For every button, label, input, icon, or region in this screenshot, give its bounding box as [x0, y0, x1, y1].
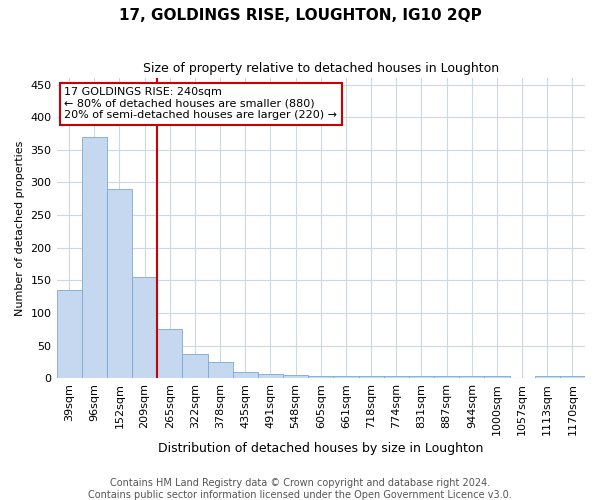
Bar [82, 137, 107, 378]
Bar [308, 376, 334, 378]
Title: Size of property relative to detached houses in Loughton: Size of property relative to detached ho… [143, 62, 499, 76]
Bar [107, 189, 132, 378]
Bar [233, 372, 258, 378]
Bar [434, 376, 459, 378]
Text: 17 GOLDINGS RISE: 240sqm
← 80% of detached houses are smaller (880)
20% of semi-: 17 GOLDINGS RISE: 240sqm ← 80% of detach… [64, 87, 337, 120]
Bar [383, 376, 409, 378]
Bar [258, 374, 283, 378]
Bar [208, 362, 233, 378]
Bar [56, 290, 82, 378]
Bar [283, 375, 308, 378]
Text: 17, GOLDINGS RISE, LOUGHTON, IG10 2QP: 17, GOLDINGS RISE, LOUGHTON, IG10 2QP [119, 8, 481, 22]
Bar [359, 376, 383, 378]
Bar [132, 277, 157, 378]
Bar [459, 376, 484, 378]
Bar [334, 376, 359, 378]
Bar [182, 354, 208, 378]
Bar [484, 376, 509, 378]
Bar [409, 376, 434, 378]
Text: Contains HM Land Registry data © Crown copyright and database right 2024.
Contai: Contains HM Land Registry data © Crown c… [88, 478, 512, 500]
Bar [560, 376, 585, 378]
Y-axis label: Number of detached properties: Number of detached properties [15, 140, 25, 316]
Bar [157, 330, 182, 378]
Bar [535, 376, 560, 378]
X-axis label: Distribution of detached houses by size in Loughton: Distribution of detached houses by size … [158, 442, 484, 455]
